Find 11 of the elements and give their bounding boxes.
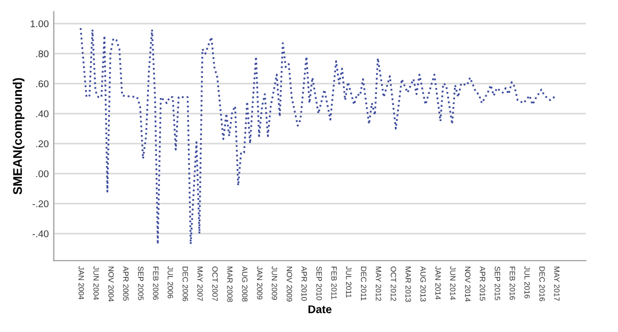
y-tick-label: -.20 xyxy=(32,200,49,208)
y-tick-label: .40 xyxy=(36,110,49,118)
y-tick-label: .80 xyxy=(36,50,49,58)
y-tick-label: .60 xyxy=(36,80,49,88)
y-tick-label: .20 xyxy=(36,140,49,148)
x-axis-title: Date xyxy=(308,305,332,314)
y-tick-label: -.40 xyxy=(32,230,49,238)
y-axis-title: SMEAN(compound) xyxy=(12,78,24,194)
y-tick-label: .00 xyxy=(36,170,49,178)
y-tick-label: 1.00 xyxy=(30,20,49,28)
line-series xyxy=(80,27,558,246)
